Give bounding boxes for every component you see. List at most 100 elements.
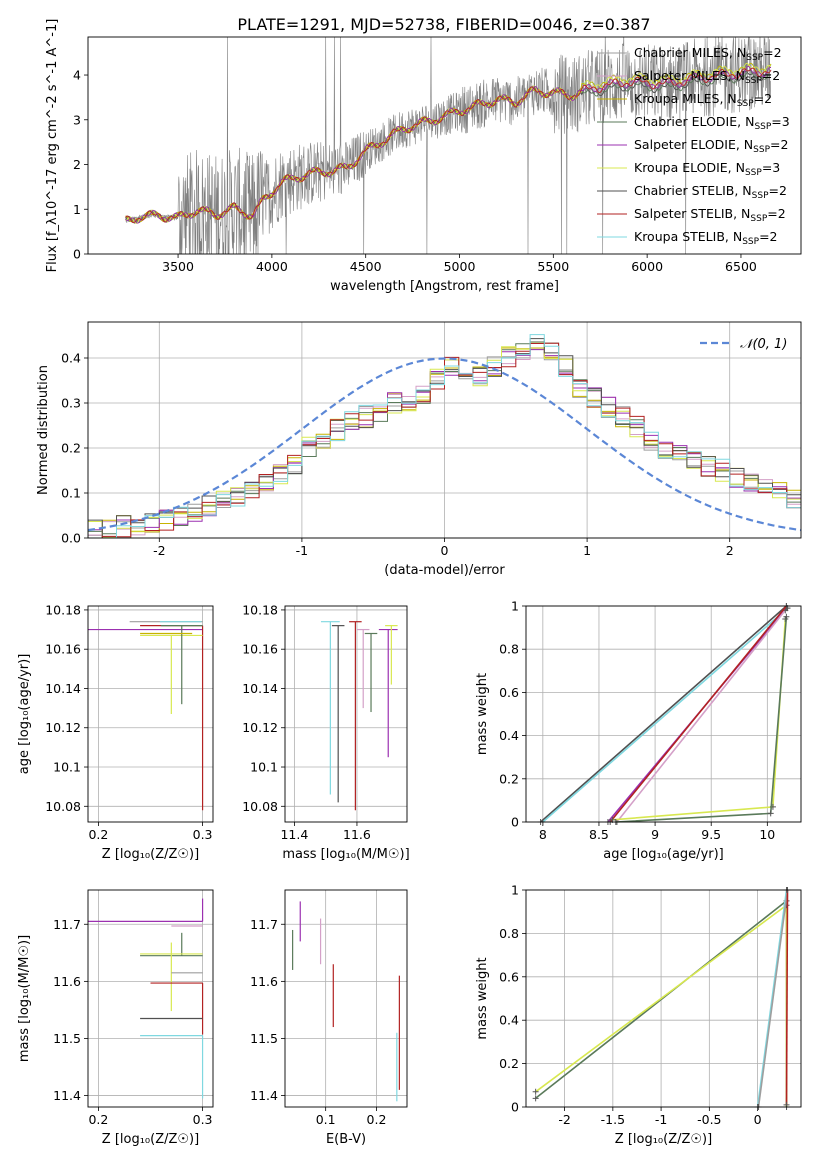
x-tick-label: 0 [754,1112,762,1127]
legend-subscript: SSP [737,99,754,109]
errorbar-points [88,621,204,811]
x-axis-label: wavelength [Angstrom, rest frame] [330,279,559,294]
x-axis-label: E(B-V) [326,1132,366,1147]
legend-entry: Salpeter ELODIE, NSSP=2 [634,137,788,155]
legend-subscript: SSP [746,53,763,63]
y-tick-label: 0 [73,247,81,262]
x-tick-label: 0.3 [193,827,213,842]
x-tick-label: 8.5 [589,827,609,842]
x-tick-label: 0.3 [193,1112,213,1127]
legend-suffix: =3 [762,160,780,175]
x-tick-label: 6500 [725,259,757,274]
y-tick-label: 0.6 [499,685,519,700]
y-tick-label: 0 [511,1100,519,1115]
gaussian-curve [88,357,801,532]
y-tick-label: 10.08 [45,799,81,814]
y-tick-label: 10.14 [242,681,278,696]
legend-entry: Chabrier ELODIE, NSSP=3 [634,114,790,132]
errorbar-point [331,625,345,803]
y-tick-label: 0 [511,815,519,830]
legend-suffix: =2 [763,45,781,60]
x-axis-label: age [log₁₀(age/yr)] [603,847,724,862]
x-axis-label: (data-model)/error [384,563,505,578]
y-tick-label: 1 [73,202,81,217]
x-axis-label: Z [log₁₀(Z/Z☉)] [102,1132,199,1147]
observed-spectrum [125,37,771,254]
y-tick-label: 0.4 [61,351,81,366]
x-tick-label: 1 [583,543,591,558]
residual-legend: 𝒩(0, 1) [700,337,787,352]
x-tick-label: -1 [296,543,308,558]
axes-frame [87,889,214,1108]
legend-label: Salpeter ELODIE, N [634,137,753,152]
x-tick-label: 2 [726,543,734,558]
cumulative-line [616,609,786,823]
x-tick-label: 9.5 [701,827,721,842]
x-tick-label: 4000 [256,259,288,274]
y-axis-label: mass weight [475,957,490,1039]
legend-suffix: =2 [769,183,787,198]
legend-label: Chabrier STELIB, N [634,183,752,198]
errorbar-point [385,625,398,685]
legend-entry: Chabrier MILES, NSSP=2 [634,45,782,63]
y-tick-label: 0.1 [61,486,81,501]
legend-subscript: SSP [750,214,767,224]
cumulative-lines [532,887,791,1110]
age-vs-Z-panel: 0.2 0.3 10.08 10.1 10.12 10.14 10.16 10.18 Z [lo… [17,602,214,862]
legend-subscript: SSP [752,191,769,201]
mass-vs-Z-panel: 0.2 0.3 11.4 11.5 11.6 11.7 Z [log₁₀(Z/Z☉)] mas… [17,889,214,1147]
legend-entry: Kroupa MILES, NSSP=2 [634,91,772,109]
errorbar-points [320,621,398,811]
legend-label: Kroupa ELODIE, N [634,160,745,175]
y-axis-label: mass [log₁₀(M/M☉)] [17,935,32,1062]
legend-suffix: =2 [754,91,772,106]
y-tick-label: 10.12 [242,720,278,735]
y-tick-label: 11.6 [53,974,81,989]
y-tick-label: 10.16 [45,642,81,657]
legend-subscript: SSP [745,76,762,86]
cumulative-line [542,607,789,823]
cum-mass-age-panel: 8 8.5 9 9.5 10 0 0.2 0.4 0.6 0.8 1 age [log₁₀(age/y… [475,599,802,862]
x-axis-label: mass [log₁₀(M/M☉)] [282,847,409,862]
x-axis-label: Z [log₁₀(Z/Z☉)] [102,847,199,862]
model-spectrum-line [125,62,772,224]
errorbar-point [140,942,203,1012]
y-tick-label: 0.8 [499,926,519,941]
errorbar-point [150,982,204,1035]
errorbar-point [349,621,362,811]
y-tick-label: 11.7 [250,917,278,932]
axes-frame [87,605,214,823]
y-tick-label: 0.2 [499,1056,519,1071]
y-tick-label: 0.8 [499,642,519,657]
legend-entry: Kroupa ELODIE, NSSP=3 [634,160,780,178]
y-axis-label: Normed distribution [36,365,51,495]
cumulative-line [785,889,789,1105]
y-tick-label: 0.6 [499,969,519,984]
cumulative-marker [783,613,790,620]
legend-subscript: SSP [753,145,770,155]
x-tick-label: 0.1 [316,1112,336,1127]
y-axis-label: age [log₁₀(age/yr)] [17,654,32,775]
spectrum-data [125,37,772,254]
histogram-series [88,334,801,538]
y-tick-label: 10.16 [242,642,278,657]
axes-frame [284,605,408,823]
errorbar-points [88,898,204,1099]
y-tick-label: 10.18 [242,602,278,617]
y-tick-label: 3 [73,112,81,127]
errorbar-point [160,625,203,705]
y-axis-label: mass weight [475,673,490,755]
legend-entry: Chabrier STELIB, NSSP=2 [634,183,787,201]
cumulative-line [757,889,789,1108]
legend-entry: Kroupa STELIB, NSSP=2 [634,229,778,247]
legend-label: Chabrier MILES, N [634,45,746,60]
legend-label: Salpeter STELIB, N [634,206,750,221]
cumulative-marker [532,1088,539,1095]
errorbar-point [140,634,203,714]
x-tick-label: 11.4 [280,827,308,842]
legend-suffix: =2 [767,206,785,221]
spectrum-panel: 3500 4000 4500 5000 5500 6000 6500 0 1 2 3 4 wavelen… [45,19,802,294]
y-tick-label: 11.4 [53,1088,81,1103]
cum-mass-Z-panel: -2 -1.5 -1 -0.5 0 0 0.2 0.4 0.6 0.8 1 Z [log₁₀(Z/Z☉… [475,883,802,1147]
